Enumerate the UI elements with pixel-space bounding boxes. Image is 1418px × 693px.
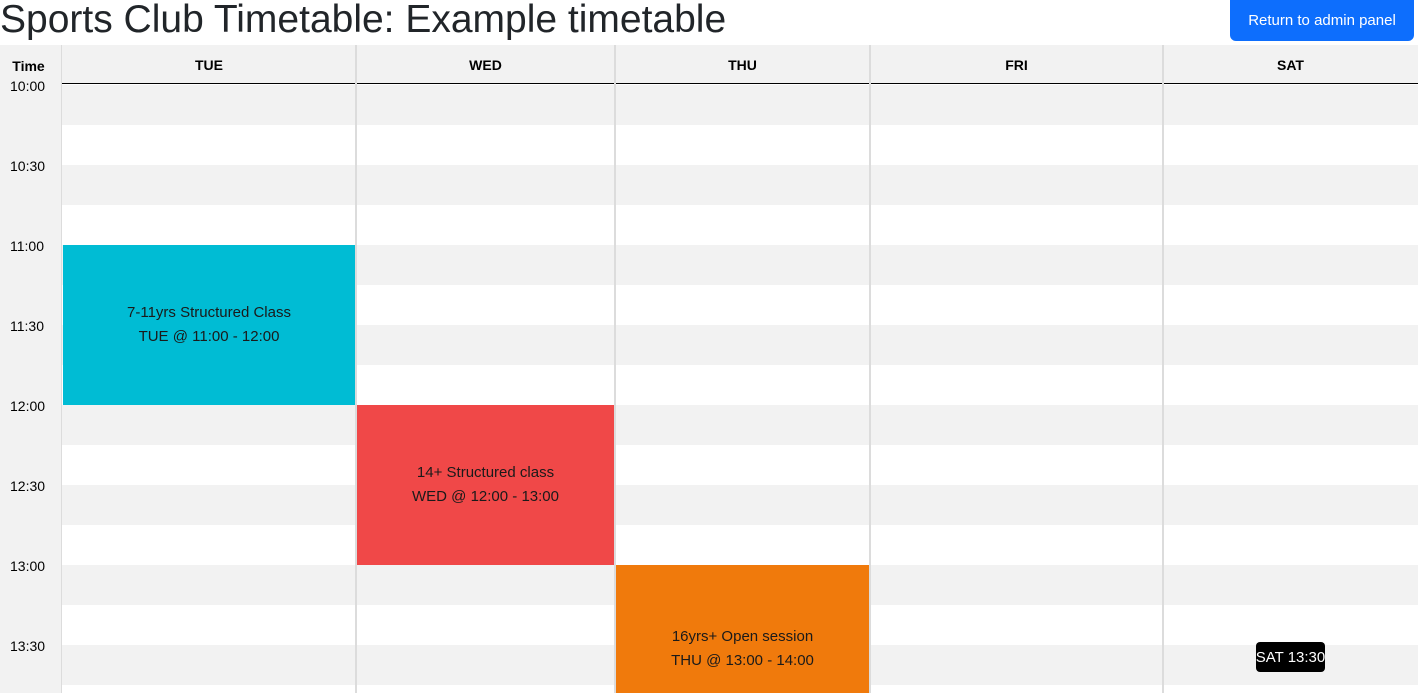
- event-16yrs-open-session[interactable]: 16yrs+ Open session THU @ 13:00 - 14:00: [616, 565, 869, 693]
- time-slot-row[interactable]: [62, 445, 1418, 485]
- time-slot-row[interactable]: [62, 205, 1418, 245]
- event-time: THU @ 13:00 - 14:00: [671, 652, 814, 669]
- slot-hover-badge: SAT 13:30: [1256, 642, 1325, 672]
- column-divider: [869, 45, 871, 693]
- time-slot-row[interactable]: [62, 125, 1418, 165]
- event-title: 14+ Structured class: [416, 464, 555, 481]
- event-title: 16yrs+ Open session: [671, 628, 814, 645]
- time-label: 13:30: [10, 638, 46, 654]
- event-time: WED @ 12:00 - 13:00: [412, 488, 559, 505]
- day-header-wed: WED: [469, 56, 502, 73]
- event-14-plus-structured-class[interactable]: 14+ Structured class WED @ 12:00 - 13:00: [357, 405, 614, 565]
- day-header-tue: TUE: [195, 56, 223, 73]
- event-time: TUE @ 11:00 - 12:00: [138, 328, 280, 345]
- time-column: Time 10:00 10:30 11:00 11:30 12:00 12:30…: [0, 45, 62, 693]
- day-header-sat: SAT: [1277, 56, 1304, 73]
- time-slot-row[interactable]: [62, 85, 1418, 125]
- column-divider: [614, 45, 616, 693]
- day-header-thu: THU: [728, 56, 757, 73]
- day-header-fri: FRI: [1005, 56, 1028, 73]
- column-divider: [1162, 45, 1164, 693]
- timetable-grid: Time 10:00 10:30 11:00 11:30 12:00 12:30…: [0, 45, 1418, 693]
- time-column-header: Time: [12, 58, 45, 74]
- time-label: 13:00: [10, 558, 46, 574]
- time-label: 11:00: [10, 238, 44, 254]
- time-label: 10:00: [10, 78, 46, 94]
- time-slot-row[interactable]: [62, 485, 1418, 525]
- column-divider: [355, 45, 357, 693]
- day-header-row: TUE WED THU FRI SAT: [62, 45, 1418, 84]
- return-to-admin-button[interactable]: Return to admin panel: [1230, 0, 1414, 41]
- page-title: Sports Club Timetable: Example timetable: [0, 0, 727, 41]
- event-7-11yrs-structured-class[interactable]: 7-11yrs Structured Class TUE @ 11:00 - 1…: [63, 245, 355, 405]
- time-slot-row[interactable]: [62, 165, 1418, 205]
- event-title: 7-11yrs Structured Class: [127, 304, 291, 321]
- time-label: 12:30: [10, 478, 46, 494]
- time-slot-row[interactable]: [62, 405, 1418, 445]
- time-label: 11:30: [10, 318, 44, 334]
- time-slot-row[interactable]: [62, 525, 1418, 565]
- time-label: 10:30: [10, 158, 46, 174]
- time-label: 12:00: [10, 398, 46, 414]
